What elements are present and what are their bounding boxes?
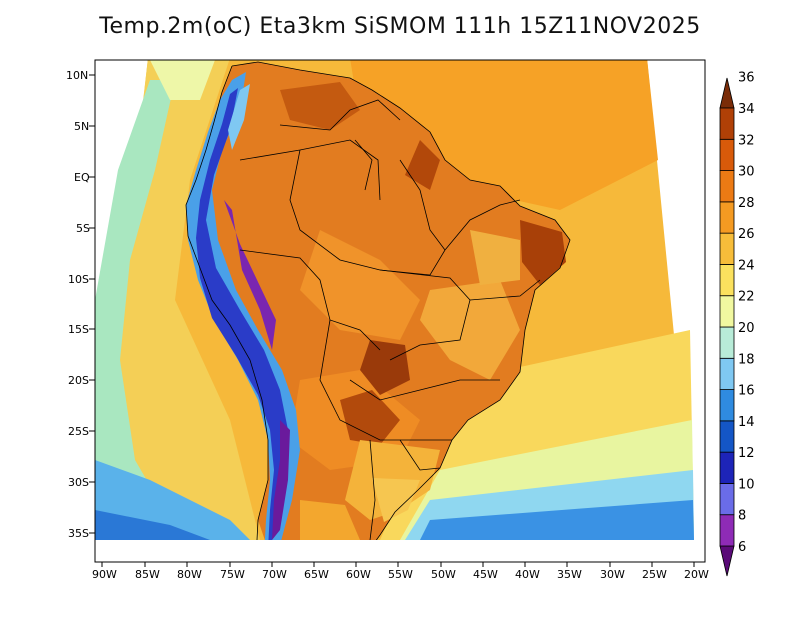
lat-label-10s: 10S [68,273,89,286]
lon-label-20w: 20W [684,568,709,581]
lon-label-40w: 40W [515,568,540,581]
lon-label-25w: 25W [642,568,667,581]
latitude-axis: 10N 5N EQ 5S 10S 15S 20S 25S 30S 35S [66,69,90,540]
lon-label-65w: 65W [304,568,329,581]
colorbar-label: 22 [738,290,755,305]
lon-label-30w: 30W [600,568,625,581]
lat-label-15s: 15S [68,323,89,336]
colorbar-label: 26 [738,227,755,242]
atlantic-north-warm [350,60,658,210]
colorbar-swatch [719,326,735,359]
colorbar-swatch [719,138,735,171]
colorbar-swatch [719,451,735,484]
lat-label-eq: EQ [74,171,90,184]
colorbar-swatch [719,201,735,234]
lon-label-80w: 80W [177,568,202,581]
colorbar-label: 34 [738,102,755,117]
colorbar-legend: 6 8 10 12 14 16 18 20 22 24 26 28 30 32 34 36 [719,71,755,577]
map-frame [94,59,706,563]
lon-label-55w: 55W [388,568,413,581]
lon-label-35w: 35W [557,568,582,581]
lon-label-90w: 90W [92,568,117,581]
lon-label-60w: 60W [346,568,371,581]
colorbar-label: 24 [738,258,755,273]
map-title: Temp.2m(oC) Eta3km SiSMOM 111h 15Z11NOV2… [99,14,701,39]
colorbar-swatch [719,107,735,140]
colorbar-label: 32 [738,133,755,148]
colorbar-label: 18 [738,352,755,367]
colorbar-swatch [719,232,735,265]
south-america-land [186,62,570,540]
lat-label-35s: 35S [68,527,89,540]
colorbar-swatch [719,264,735,297]
colorbar-arrow-high [719,77,735,109]
longitude-axis: 90W 85W 80W 75W 70W 65W 60W 55W 50W 45W … [92,568,709,581]
lon-label-50w: 50W [431,568,456,581]
colorbar-swatch [719,483,735,516]
pacific-cold-zone [95,80,175,540]
colorbar-swatch [719,357,735,390]
colorbar-label: 8 [738,509,746,524]
colorbar-label: 30 [738,165,755,180]
colorbar-label: 10 [738,477,755,492]
lon-label-85w: 85W [135,568,160,581]
colorbar-label: 20 [738,321,755,336]
lon-label-45w: 45W [473,568,498,581]
lat-label-30s: 30S [68,476,89,489]
colorbar-label: 28 [738,196,755,211]
colorbar-arrow-low [719,545,735,577]
colorbar-swatch [719,420,735,453]
hot-spot-pantanal [360,340,410,395]
colorbar-label: 6 [738,540,746,555]
borders [185,61,571,540]
lat-label-20s: 20S [68,374,89,387]
lat-label-10n: 10N [66,69,88,82]
lat-label-25s: 25S [68,425,89,438]
pacific-coast [185,65,269,540]
lat-label-5n: 5N [74,120,89,133]
colorbar-label: 12 [738,446,755,461]
colorbar-swatch [719,295,735,328]
colorbar-label: 36 [738,71,755,86]
lat-label-5s: 5S [76,222,90,235]
lon-label-70w: 70W [262,568,287,581]
colorbar-swatch [719,514,735,547]
lon-label-75w: 75W [220,568,245,581]
colorbar-label: 14 [738,415,755,430]
colorbar-swatch [719,170,735,203]
colorbar-swatch [719,389,735,422]
colorbar-label: 16 [738,384,755,399]
